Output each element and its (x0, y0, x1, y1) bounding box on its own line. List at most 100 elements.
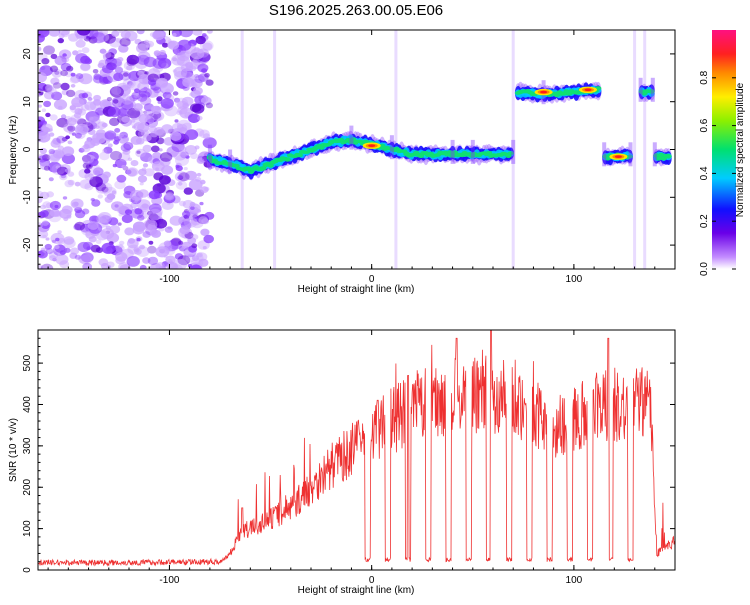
noise-blob (147, 256, 159, 266)
noise-blob (190, 206, 195, 211)
noise-blob (51, 163, 66, 176)
noise-blob (79, 62, 91, 72)
noise-blob (151, 145, 160, 153)
noise-blob (70, 84, 76, 88)
y-tick-label: 20 (22, 48, 33, 60)
noise-blob (39, 147, 47, 154)
noise-blob (136, 150, 141, 154)
noise-blob (93, 94, 101, 102)
noise-blob (194, 75, 205, 84)
noise-blob (87, 97, 93, 101)
noise-blob (147, 78, 157, 86)
noise-blob (198, 258, 209, 267)
noise-blob (111, 190, 117, 194)
noise-blob (131, 91, 141, 100)
noise-blob (169, 215, 183, 226)
noise-blob (148, 240, 154, 245)
noise-blob (57, 230, 62, 234)
noise-blob (145, 40, 155, 48)
noise-blob (201, 68, 208, 73)
noise-blob (91, 32, 106, 44)
noise-blob (172, 91, 179, 96)
noise-blob (102, 148, 107, 153)
noise-blob (101, 186, 109, 193)
noise-blob (52, 137, 61, 145)
noise-blob (38, 155, 47, 163)
y-tick-label: 400 (22, 396, 33, 413)
noise-blob (126, 84, 132, 89)
noise-blob (103, 186, 117, 198)
noise-blob (113, 72, 124, 82)
band-smear (207, 144, 212, 169)
band-smear (650, 77, 655, 102)
noise-blob (57, 38, 64, 44)
noise-blob (136, 237, 141, 242)
noise-blob (137, 175, 148, 183)
noise-blob (139, 182, 144, 186)
noise-blob (136, 93, 148, 102)
noise-blob (171, 54, 185, 66)
noise-blob (43, 100, 52, 108)
noise-blob (136, 54, 150, 65)
noise-blob (49, 154, 61, 163)
noise-blob (82, 154, 95, 164)
y-tick-label: -10 (22, 190, 33, 205)
noise-blob (175, 164, 180, 169)
noise-blob (200, 228, 210, 236)
noise-blob (109, 86, 124, 98)
noise-blob (119, 240, 125, 246)
noise-blob (41, 108, 47, 112)
y-tick-label: 0 (22, 146, 33, 152)
noise-blob (138, 92, 148, 100)
noise-blob (115, 37, 123, 43)
peak-red (540, 90, 548, 94)
noise-blob (82, 162, 92, 170)
noise-blob (160, 98, 174, 109)
noise-blob (179, 30, 193, 38)
band-green (485, 150, 493, 155)
noise-blob (50, 53, 58, 60)
noise-blob (103, 146, 113, 154)
band-green (626, 154, 633, 159)
noise-blob (70, 247, 80, 255)
noise-blob (111, 30, 120, 37)
noise-blob (84, 173, 94, 181)
noise-blob (107, 143, 113, 148)
noise-blob (173, 49, 180, 55)
noise-blob (174, 119, 179, 123)
noise-blob (154, 218, 168, 229)
snr-panel: -100 0 100 0 100 200 300 400 500 Height of strai… (8, 329, 676, 596)
noise-blob (56, 166, 69, 176)
noise-blob (139, 244, 145, 250)
band-green (337, 137, 345, 142)
noise-blob (118, 70, 131, 81)
noise-blob (38, 104, 42, 108)
noise-blob (71, 132, 76, 136)
noise-blob (107, 62, 117, 71)
noise-blob (47, 87, 57, 95)
noise-blob (38, 190, 44, 199)
noise-blob (196, 157, 205, 165)
noise-blob (114, 180, 126, 190)
noise-blob (200, 186, 209, 194)
noise-blob (120, 30, 131, 39)
noise-blob (142, 144, 152, 153)
noise-blob (135, 148, 147, 158)
noise-blob (187, 263, 193, 268)
noise-blob (164, 192, 175, 201)
noise-blob (162, 91, 172, 99)
noise-blob (74, 181, 81, 187)
chart-title: S196.2025.263.00.05.E06 (269, 2, 443, 19)
noise-blob (175, 154, 189, 166)
noise-blob (67, 140, 73, 145)
noise-blob (178, 240, 184, 245)
noise-blob (122, 148, 131, 155)
noise-blob (107, 106, 121, 118)
noise-blob (67, 171, 75, 177)
noise-blob (121, 165, 126, 169)
noise-blob (148, 126, 158, 134)
noise-blob (44, 243, 52, 250)
noise-blob (121, 95, 134, 105)
noise-blob (65, 135, 70, 140)
noise-blob (43, 165, 51, 171)
